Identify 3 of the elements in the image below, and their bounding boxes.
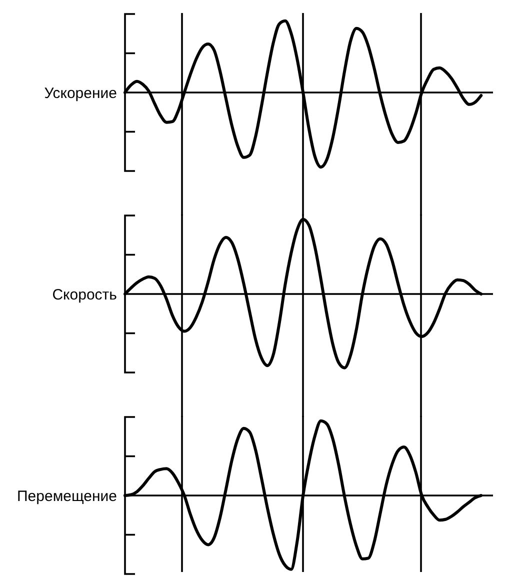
y-axis-title: Перемещение: [17, 488, 117, 505]
y-axis-title: Ускорение: [44, 84, 117, 102]
y-axis-title: Скорость: [52, 286, 118, 304]
